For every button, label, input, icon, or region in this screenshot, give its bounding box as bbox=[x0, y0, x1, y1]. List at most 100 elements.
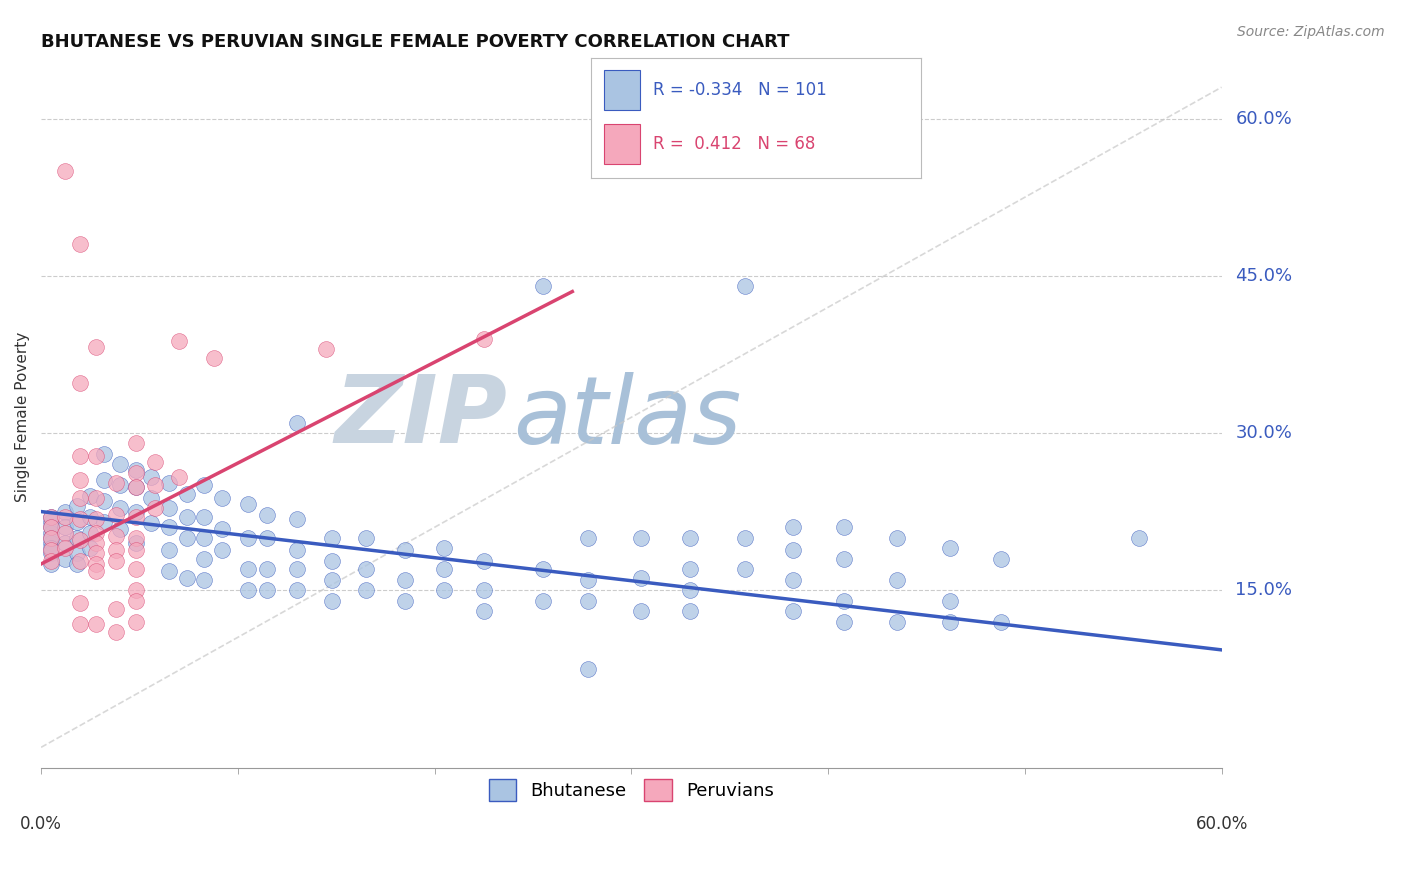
Point bbox=[157, 520, 180, 534]
Point bbox=[39, 541, 62, 556]
Point bbox=[734, 562, 756, 576]
Point bbox=[236, 562, 259, 576]
Point bbox=[315, 342, 337, 356]
Point bbox=[630, 571, 652, 585]
Point bbox=[193, 531, 215, 545]
Point bbox=[236, 497, 259, 511]
Text: ZIP: ZIP bbox=[335, 371, 508, 463]
Point bbox=[108, 522, 131, 536]
Point bbox=[354, 531, 377, 545]
Point bbox=[104, 602, 127, 616]
Point bbox=[832, 593, 855, 607]
Point bbox=[141, 516, 163, 530]
Point bbox=[354, 583, 377, 598]
Point bbox=[84, 512, 107, 526]
Point bbox=[69, 616, 91, 631]
Point bbox=[53, 509, 76, 524]
Point bbox=[734, 279, 756, 293]
Point bbox=[65, 557, 87, 571]
Bar bbox=[603, 70, 640, 110]
Point bbox=[69, 533, 91, 547]
Point bbox=[69, 449, 91, 463]
Point bbox=[69, 554, 91, 568]
Point bbox=[65, 546, 87, 560]
Point bbox=[576, 531, 599, 545]
Point bbox=[124, 509, 146, 524]
Point bbox=[679, 583, 702, 598]
Point bbox=[39, 554, 62, 568]
Point bbox=[256, 508, 278, 522]
Text: BHUTANESE VS PERUVIAN SINGLE FEMALE POVERTY CORRELATION CHART: BHUTANESE VS PERUVIAN SINGLE FEMALE POVE… bbox=[41, 33, 790, 51]
Point bbox=[93, 473, 115, 487]
Point bbox=[433, 541, 456, 556]
Point bbox=[104, 554, 127, 568]
Bar bbox=[603, 124, 640, 164]
Point bbox=[39, 525, 62, 540]
Point bbox=[104, 508, 127, 522]
Point bbox=[157, 476, 180, 491]
Point bbox=[939, 541, 962, 556]
Point bbox=[104, 543, 127, 558]
Point bbox=[630, 531, 652, 545]
Point bbox=[53, 505, 76, 519]
Point bbox=[1128, 531, 1150, 545]
Point bbox=[84, 546, 107, 560]
Point bbox=[285, 583, 308, 598]
Point bbox=[211, 491, 233, 505]
Point bbox=[472, 583, 495, 598]
Point bbox=[832, 615, 855, 629]
Point bbox=[93, 447, 115, 461]
Point bbox=[531, 562, 554, 576]
Point bbox=[679, 562, 702, 576]
Point bbox=[124, 583, 146, 598]
Point bbox=[79, 509, 101, 524]
Point bbox=[124, 543, 146, 558]
Point bbox=[124, 536, 146, 550]
Point bbox=[69, 596, 91, 610]
Point bbox=[167, 470, 190, 484]
Point bbox=[782, 520, 804, 534]
Point bbox=[108, 501, 131, 516]
Point bbox=[256, 531, 278, 545]
Point bbox=[167, 334, 190, 348]
Point bbox=[104, 476, 127, 491]
Point bbox=[84, 557, 107, 571]
Point bbox=[53, 536, 76, 550]
Point bbox=[84, 536, 107, 550]
Point bbox=[39, 509, 62, 524]
Point bbox=[832, 520, 855, 534]
Point bbox=[108, 478, 131, 492]
Point bbox=[433, 562, 456, 576]
Point bbox=[39, 557, 62, 571]
Point bbox=[124, 436, 146, 450]
Point bbox=[211, 543, 233, 558]
Point bbox=[193, 509, 215, 524]
Point bbox=[321, 554, 343, 568]
Point bbox=[143, 455, 166, 469]
Point bbox=[354, 562, 377, 576]
Point bbox=[193, 478, 215, 492]
Point bbox=[394, 573, 416, 587]
Point bbox=[124, 480, 146, 494]
Point bbox=[53, 520, 76, 534]
Text: R =  0.412   N = 68: R = 0.412 N = 68 bbox=[654, 135, 815, 153]
Point bbox=[84, 340, 107, 354]
Point bbox=[176, 509, 198, 524]
Text: atlas: atlas bbox=[513, 372, 741, 463]
Point bbox=[236, 531, 259, 545]
Point bbox=[472, 554, 495, 568]
Point bbox=[69, 376, 91, 390]
Point bbox=[79, 541, 101, 556]
Point bbox=[321, 593, 343, 607]
Point bbox=[84, 564, 107, 578]
Text: 60.0%: 60.0% bbox=[1195, 815, 1247, 833]
Point bbox=[630, 604, 652, 618]
Point bbox=[157, 501, 180, 516]
Point bbox=[124, 463, 146, 477]
Point bbox=[939, 615, 962, 629]
Point bbox=[285, 416, 308, 430]
Point bbox=[53, 541, 76, 556]
Point bbox=[782, 543, 804, 558]
Point bbox=[886, 531, 908, 545]
Point bbox=[256, 583, 278, 598]
